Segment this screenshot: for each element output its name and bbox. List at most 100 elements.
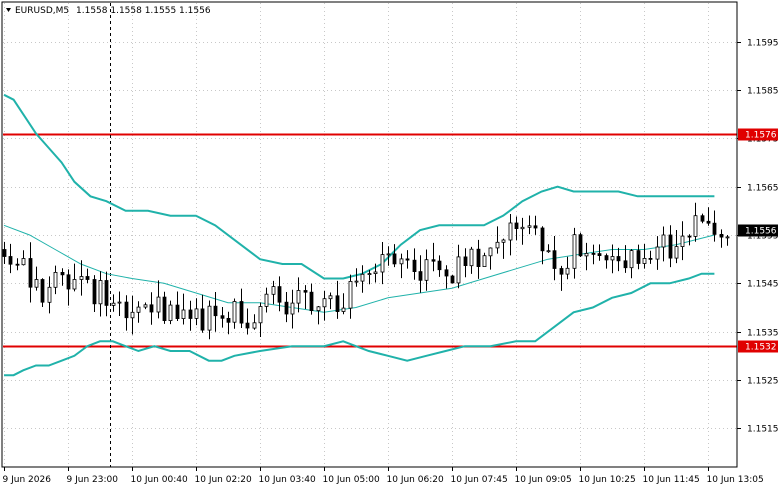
candles: [2, 202, 730, 340]
candle-body: [181, 309, 186, 320]
candle-body: [392, 253, 397, 265]
candle-body: [591, 252, 596, 255]
candle-body: [316, 306, 321, 311]
candle-body: [405, 258, 410, 261]
x-tick-label: 10 Jun 07:45: [451, 475, 508, 485]
candle-body: [546, 250, 551, 253]
candle-body: [309, 291, 314, 312]
candle-body: [367, 273, 372, 276]
x-tick-label: 10 Jun 13:05: [707, 475, 764, 485]
ohlc-readout: 1.1558 1.1558 1.1555 1.1556: [76, 6, 211, 16]
candle-body: [47, 286, 52, 303]
candle-body: [533, 225, 538, 229]
x-tick-label: 10 Jun 10:25: [579, 475, 636, 485]
candle-body: [335, 295, 340, 312]
candle-body: [149, 304, 154, 313]
candle-body: [136, 306, 141, 313]
candle-body: [463, 256, 468, 266]
price-axis: 1.15951.15851.15751.15651.15551.15451.15…: [737, 39, 779, 435]
candle-body: [232, 301, 237, 323]
candle-body: [226, 317, 231, 323]
candle-body: [668, 234, 673, 259]
candle-body: [328, 295, 333, 300]
candle-body: [610, 256, 615, 261]
candle-body: [98, 280, 103, 305]
candle-body: [53, 271, 58, 288]
candle-body: [66, 274, 71, 290]
current-price-label: 1.1556: [745, 227, 777, 237]
candle-body: [725, 236, 730, 239]
candle-body: [220, 315, 225, 319]
grid: [3, 3, 737, 467]
symbol-label: EURUSD,M5: [15, 6, 69, 16]
candle-body: [284, 301, 289, 315]
y-tick-label: 1.1515: [747, 425, 779, 435]
candle-body: [514, 222, 519, 229]
candle-body: [34, 279, 39, 288]
candle-body: [444, 269, 449, 277]
candle-body: [168, 304, 173, 322]
candle-body: [104, 280, 109, 306]
candle-body: [655, 246, 660, 260]
candle-body: [277, 286, 282, 303]
candle-body: [72, 279, 77, 290]
candle-body: [450, 275, 455, 284]
candle-body: [162, 296, 167, 322]
candle-body: [418, 271, 423, 281]
candle-body: [213, 305, 218, 317]
candle-body: [258, 306, 263, 324]
dropdown-triangle-icon[interactable]: [6, 8, 11, 12]
candle-body: [15, 263, 20, 266]
candle-body: [482, 255, 487, 267]
candle-body: [399, 258, 404, 265]
y-tick-label: 1.1535: [747, 329, 779, 339]
candle-body: [40, 279, 45, 303]
candle-body: [143, 304, 148, 308]
candle-body: [296, 290, 301, 304]
candle-body: [674, 246, 679, 259]
upper-band: [3, 93, 715, 280]
candle-body: [156, 296, 161, 313]
plot-frame: [1, 1, 738, 468]
candle-body: [117, 301, 122, 304]
x-tick-label: 9 Jun 23:00: [67, 475, 119, 485]
candle-body: [719, 233, 724, 238]
candle-body: [341, 307, 346, 312]
y-tick-label: 1.1525: [747, 377, 779, 387]
candle-body: [700, 215, 705, 222]
candle-body: [706, 220, 711, 224]
candle-body: [60, 271, 65, 276]
candle-body: [604, 255, 609, 261]
candle-body: [648, 257, 653, 260]
candle-body: [565, 267, 570, 275]
candle-body: [245, 322, 250, 329]
candle-body: [456, 256, 461, 284]
lower-band: [4, 272, 715, 377]
candle-body: [712, 222, 717, 235]
candle-body: [629, 250, 634, 269]
candle-body: [572, 234, 577, 269]
candle-body: [2, 249, 7, 257]
candle-body: [79, 276, 84, 280]
level-price-label: 1.1532: [745, 343, 777, 353]
level-price-tag: [738, 340, 778, 353]
x-tick-label: 10 Jun 00:40: [131, 475, 188, 485]
candle-body: [476, 248, 481, 267]
candle-body: [373, 271, 378, 275]
x-tick-label: 10 Jun 09:05: [515, 475, 572, 485]
candle-body: [520, 226, 525, 230]
candle-body: [8, 256, 13, 265]
candle-body: [380, 254, 385, 273]
candle-body: [200, 308, 205, 331]
y-tick-label: 1.1595: [747, 39, 779, 49]
candle-body: [239, 301, 244, 324]
candle-body: [693, 215, 698, 237]
candle-body: [437, 260, 442, 271]
candle-body: [552, 250, 557, 269]
candle-body: [111, 302, 116, 306]
candle-body: [642, 257, 647, 264]
candle-body: [527, 225, 532, 228]
candle-body: [271, 286, 276, 295]
